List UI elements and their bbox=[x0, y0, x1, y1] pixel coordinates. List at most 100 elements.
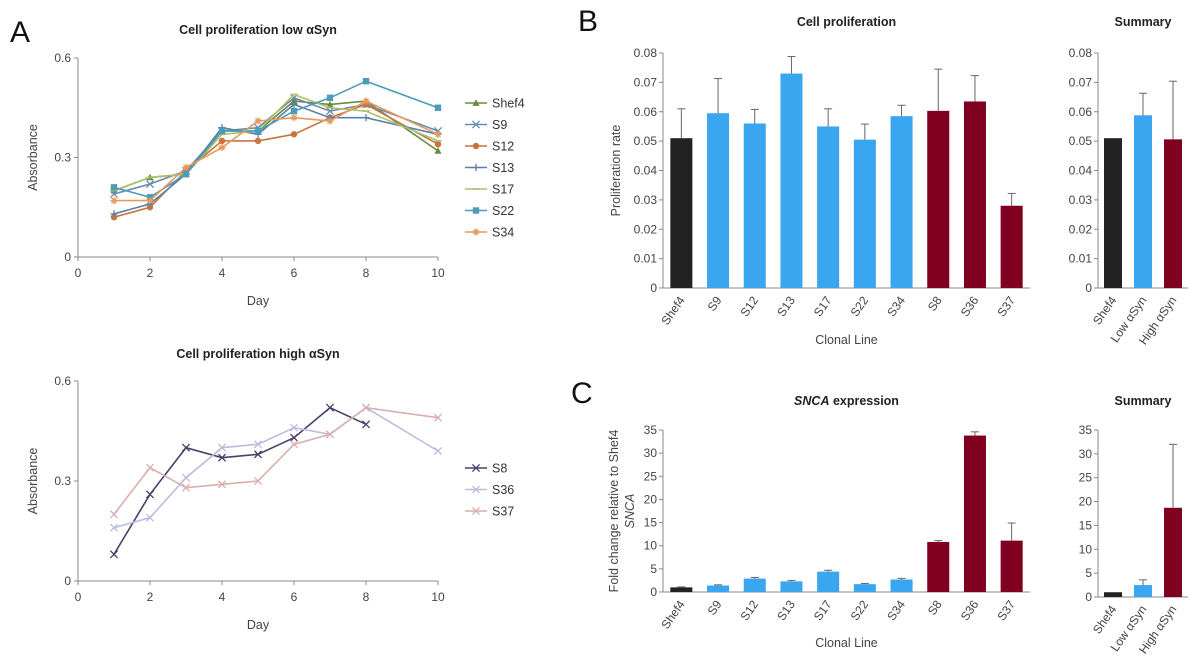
y-tick-label: 0.03 bbox=[634, 193, 658, 207]
data-point bbox=[181, 483, 191, 492]
data-point bbox=[290, 100, 298, 109]
y-tick-label: 15 bbox=[1079, 518, 1093, 532]
y-tick-label: 5 bbox=[1085, 566, 1092, 580]
data-point bbox=[326, 94, 334, 101]
bar-S36 bbox=[963, 101, 986, 288]
y-tick-label: 0.07 bbox=[1069, 75, 1093, 89]
series-line bbox=[113, 93, 439, 192]
legend-label: S17 bbox=[492, 183, 514, 197]
error-bar bbox=[934, 68, 943, 111]
legend-marker bbox=[472, 207, 480, 214]
data-point bbox=[110, 184, 118, 191]
bar-High αSyn bbox=[1164, 139, 1182, 288]
legend-entry: S17 bbox=[465, 183, 514, 197]
x-tick-label: 0 bbox=[75, 266, 82, 280]
data-point bbox=[253, 450, 263, 459]
bar-Shef4 bbox=[1104, 592, 1122, 597]
x-tick-label: S8 bbox=[925, 293, 945, 313]
legend-label: S12 bbox=[492, 140, 514, 154]
data-point bbox=[181, 443, 191, 452]
data-point bbox=[434, 130, 442, 138]
error-bar bbox=[1007, 522, 1016, 541]
series-line bbox=[113, 406, 367, 555]
data-point bbox=[145, 490, 155, 499]
legend-label: S36 bbox=[492, 483, 514, 497]
y-tick-label: 20 bbox=[644, 492, 658, 506]
data-point bbox=[289, 423, 299, 432]
legend-marker bbox=[472, 142, 480, 150]
x-tick-label: S17 bbox=[811, 597, 835, 623]
error-bar bbox=[1169, 80, 1177, 140]
y-axis-label-gene: SNCA bbox=[623, 494, 637, 529]
error-bar bbox=[1007, 192, 1016, 206]
error-bar bbox=[970, 431, 979, 436]
bar-S36 bbox=[963, 435, 986, 592]
data-point bbox=[218, 143, 226, 152]
data-point bbox=[361, 420, 371, 429]
series-S34 bbox=[110, 97, 442, 205]
legend-label: S37 bbox=[492, 505, 514, 519]
chart-line_low: Cell proliferation low αSyn 0 2 4 6 8 10 0 0.3 0.… bbox=[26, 23, 525, 308]
error-bar bbox=[897, 104, 906, 117]
bar-Low αSyn bbox=[1134, 585, 1152, 597]
y-tick-label: 0.04 bbox=[634, 164, 658, 178]
y-tick-label: 0.02 bbox=[634, 222, 658, 236]
data-point bbox=[217, 480, 227, 489]
x-tick-label: 8 bbox=[363, 590, 370, 604]
bar-S13 bbox=[780, 581, 803, 592]
bar-S9 bbox=[707, 585, 730, 592]
y-tick-label: 0.03 bbox=[1069, 193, 1093, 207]
x-tick-label: S34 bbox=[884, 597, 908, 623]
data-point bbox=[217, 453, 227, 462]
data-point bbox=[434, 104, 442, 111]
x-tick-label: S34 bbox=[884, 293, 908, 319]
y-axis-label: Fold change relative to Shef4 bbox=[607, 430, 621, 593]
data-point bbox=[254, 117, 262, 125]
data-point bbox=[145, 179, 155, 189]
legend-marker bbox=[472, 99, 480, 106]
x-tick-label: S22 bbox=[848, 293, 872, 319]
x-tick-label: 4 bbox=[219, 266, 226, 280]
x-tick-label: Shef4 bbox=[658, 597, 688, 631]
legend-label: S8 bbox=[492, 462, 507, 476]
chart-title: Cell proliferation low αSyn bbox=[179, 23, 337, 37]
legend-entry: S13 bbox=[465, 161, 514, 175]
error-bar bbox=[750, 576, 759, 579]
error-bar bbox=[824, 108, 833, 127]
y-tick-label: 0.01 bbox=[1069, 252, 1093, 266]
data-point bbox=[326, 117, 334, 125]
data-point bbox=[361, 403, 371, 412]
data-point bbox=[362, 78, 370, 85]
y-tick-label: 0.05 bbox=[634, 134, 658, 148]
bar-Shef4 bbox=[670, 587, 693, 592]
y-axis-label: Absorbance bbox=[26, 124, 40, 191]
y-tick-label: 0.3 bbox=[54, 151, 71, 165]
bar-S17 bbox=[817, 571, 840, 592]
chart-title: SNCA expression bbox=[794, 394, 899, 408]
y-tick-label: 0.08 bbox=[634, 46, 658, 60]
series-S8 bbox=[109, 403, 371, 559]
x-tick-label: 8 bbox=[363, 266, 370, 280]
data-point bbox=[145, 513, 155, 522]
legend-entry: S36 bbox=[465, 483, 514, 497]
bar-S22 bbox=[853, 139, 876, 288]
error-bar bbox=[677, 108, 686, 139]
chart-bar_prolif_summary: Summary 0 0.01 0.02 0.03 0.04 0.05 0.06 0.07 0.08… bbox=[1069, 15, 1188, 347]
legend-marker bbox=[471, 485, 481, 494]
y-tick-label: 0.6 bbox=[54, 374, 71, 388]
legend-marker bbox=[471, 120, 481, 129]
series-S36 bbox=[109, 403, 443, 532]
x-tick-label: S22 bbox=[848, 597, 872, 623]
bar-S37 bbox=[1000, 205, 1023, 288]
bar-Shef4 bbox=[1104, 138, 1122, 288]
chart-bar_snca: SNCA expression 0 5 10 15 20 25 30 35 Shef4 S9 S12 S… bbox=[607, 394, 1030, 650]
chart-title: Cell proliferation high αSyn bbox=[176, 347, 339, 361]
series-line bbox=[113, 406, 439, 515]
bar-S37 bbox=[1000, 540, 1023, 592]
y-tick-label: 0.6 bbox=[54, 51, 71, 65]
data-point bbox=[254, 137, 262, 145]
series-line bbox=[113, 406, 439, 529]
panel-letter-c: C bbox=[571, 377, 593, 410]
legend-marker bbox=[471, 463, 481, 473]
